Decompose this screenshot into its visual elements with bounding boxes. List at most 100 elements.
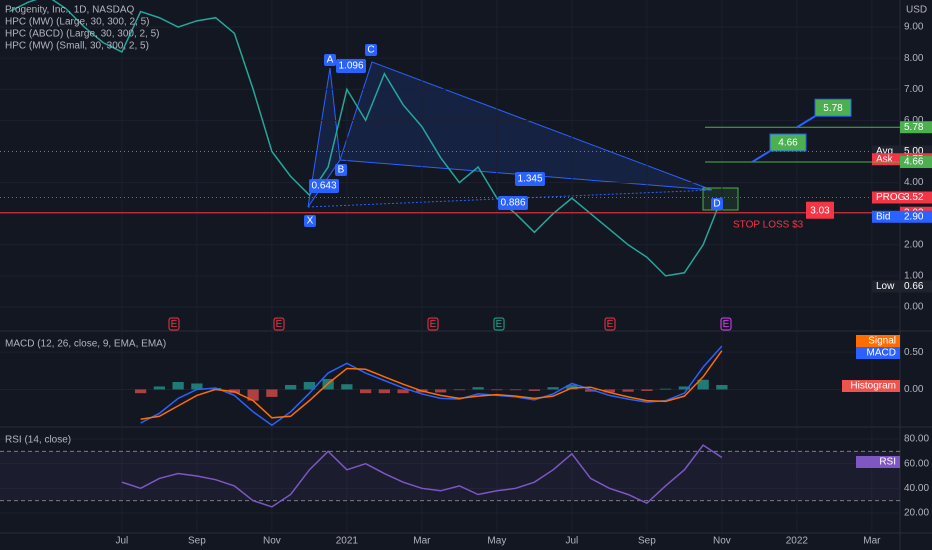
legend-tag xyxy=(856,456,900,468)
earnings-marker xyxy=(720,317,732,331)
price-tag xyxy=(900,156,932,169)
earnings-marker xyxy=(427,317,439,331)
callout-value: 5.78 xyxy=(823,103,843,114)
y-tick-label: 9.00 xyxy=(904,22,924,33)
histogram-bar xyxy=(360,389,372,394)
histogram-bar xyxy=(716,384,728,390)
histogram-bar xyxy=(172,381,184,390)
histogram-bar xyxy=(266,389,278,397)
price-tag-value: 5.00 xyxy=(904,146,924,157)
legend-tag xyxy=(856,335,900,347)
pane-title: Progenity, Inc., 1D, NASDAQ xyxy=(5,5,135,16)
indicator-legend: HPC (MW) (Small, 30, 300, 2, 5) xyxy=(5,41,149,52)
series-line xyxy=(140,350,723,421)
x-tick-label: Mar xyxy=(413,536,431,547)
pattern-point: X xyxy=(307,216,314,227)
histogram-bar xyxy=(341,384,353,390)
histogram-bar xyxy=(153,386,165,390)
histogram-bar xyxy=(397,389,409,394)
stop-loss-label: STOP LOSS $3 xyxy=(733,220,804,231)
currency: USD xyxy=(906,5,927,16)
histogram-bar xyxy=(603,389,615,393)
price-tag xyxy=(900,280,932,293)
earnings-marker xyxy=(273,317,285,331)
pattern-ratio-bg xyxy=(498,196,528,210)
histogram-bar xyxy=(285,384,297,390)
pane-title: RSI (14, close) xyxy=(5,435,71,446)
y-tick-label: 40.00 xyxy=(904,483,929,494)
y-tick-label: 0.00 xyxy=(904,384,924,395)
price-tag xyxy=(900,121,932,134)
y-tick-label: 20.00 xyxy=(904,508,929,519)
price-tag-name: Ask xyxy=(876,154,894,165)
indicator-legend: HPC (ABCD) (Large, 30, 300, 2, 5) xyxy=(5,29,160,40)
earnings-label: E xyxy=(723,319,730,330)
y-tick-label: 60.00 xyxy=(904,458,929,469)
pattern-ratio: 1.096 xyxy=(338,61,363,72)
histogram-bar xyxy=(491,389,503,391)
price-tag-value: 2.90 xyxy=(904,211,924,222)
callout-arrow xyxy=(796,115,816,129)
legend-tag xyxy=(856,347,900,359)
price-tag-name: PROG xyxy=(876,192,906,203)
price-tag xyxy=(900,191,932,204)
earnings-marker xyxy=(604,317,616,331)
pattern-point: D xyxy=(713,199,720,210)
pattern-point-bg xyxy=(324,54,336,66)
callout-box xyxy=(769,133,807,152)
earnings-label: E xyxy=(430,319,437,330)
earnings-label: E xyxy=(496,319,503,330)
pattern-line xyxy=(307,189,713,208)
callout-box xyxy=(814,98,852,117)
pattern-point-bg xyxy=(365,44,377,56)
histogram-bar xyxy=(660,388,672,390)
earnings-label: E xyxy=(607,319,614,330)
x-tick-label: Nov xyxy=(713,536,731,547)
pattern-ratio-bg xyxy=(309,179,339,193)
y-tick-label: 4.00 xyxy=(904,177,924,188)
histogram-bar xyxy=(510,389,522,391)
series-line xyxy=(121,444,723,508)
pattern-ratio-bg xyxy=(515,172,545,186)
x-tick-label: Sep xyxy=(188,536,206,547)
price-tag-value: 3.52 xyxy=(904,192,924,203)
callout-box xyxy=(806,201,834,219)
y-tick-label: 0.00 xyxy=(904,302,924,313)
histogram-bar xyxy=(435,389,447,393)
histogram-bar xyxy=(678,386,690,390)
histogram-bar xyxy=(547,387,559,390)
histogram-bar xyxy=(528,389,540,391)
y-tick-label: 2.00 xyxy=(904,239,924,250)
price-tag-name: Bid xyxy=(876,211,890,222)
pattern-point-bg xyxy=(711,198,723,210)
x-tick-label: 2022 xyxy=(786,536,809,547)
legend-label: Histogram xyxy=(850,381,896,392)
price-tag-name: Low xyxy=(876,281,895,292)
histogram-bar xyxy=(585,389,597,392)
y-tick-label: 0.50 xyxy=(904,347,924,358)
x-tick-label: 2021 xyxy=(336,536,359,547)
callout-arrow xyxy=(751,150,771,163)
series-line xyxy=(9,0,723,277)
pattern-ratio-bg xyxy=(336,59,366,73)
pattern-ratio: 1.345 xyxy=(517,174,542,185)
price-tag-value: 0.66 xyxy=(904,281,924,292)
price-tag-name-bg xyxy=(872,191,900,204)
earnings-label: E xyxy=(171,319,178,330)
pattern-point: A xyxy=(327,55,334,66)
histogram-bar xyxy=(303,381,315,390)
x-tick-label: Jul xyxy=(115,536,128,547)
histogram-bar xyxy=(378,389,390,394)
x-tick-label: Sep xyxy=(638,536,656,547)
pattern-point-bg xyxy=(335,164,347,176)
y-tick-label: 6.00 xyxy=(904,115,924,126)
earnings-marker xyxy=(493,317,505,331)
histogram-bar xyxy=(135,389,147,394)
legend-label: RSI xyxy=(879,457,896,468)
price-tag-name-bg xyxy=(872,210,900,223)
pattern-ratio: 0.643 xyxy=(311,181,336,192)
histogram-bar xyxy=(622,389,634,392)
earnings-label: E xyxy=(276,319,283,330)
